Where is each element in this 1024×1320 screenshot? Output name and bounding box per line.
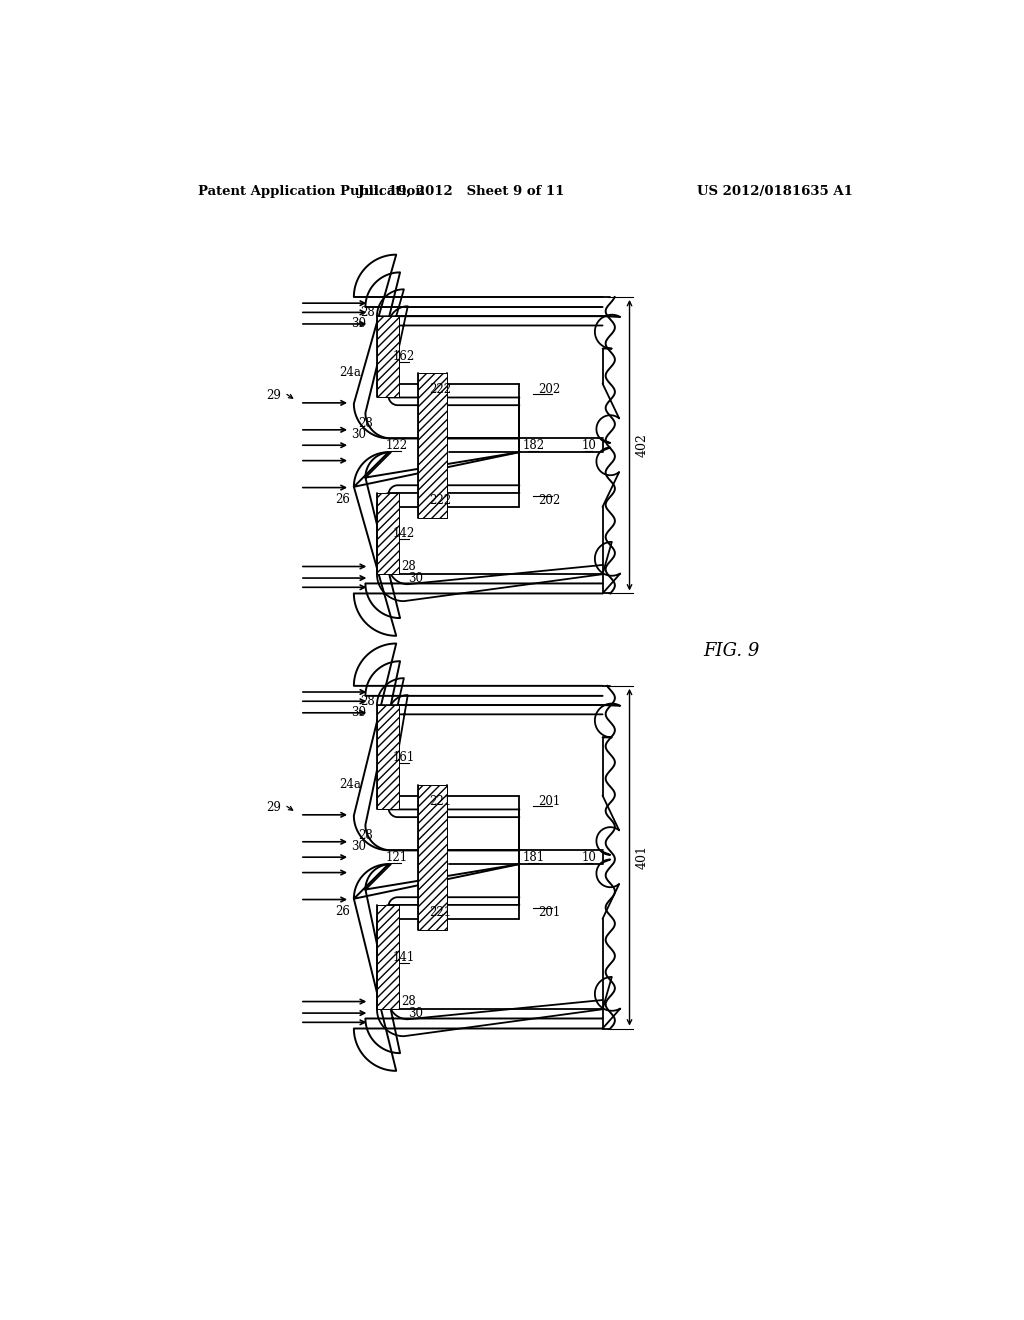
Text: 222: 222: [429, 494, 452, 507]
Text: 28: 28: [358, 417, 373, 430]
Text: 141: 141: [393, 950, 415, 964]
Text: 29: 29: [266, 801, 281, 813]
Text: 222: 222: [429, 383, 452, 396]
Text: 122: 122: [385, 438, 408, 451]
Text: 182: 182: [522, 438, 545, 451]
Text: 24a: 24a: [340, 366, 361, 379]
Text: 221: 221: [429, 906, 452, 919]
Bar: [377, 492, 398, 574]
Text: 10: 10: [582, 438, 596, 451]
Text: 28: 28: [358, 829, 373, 842]
Text: 202: 202: [539, 383, 561, 396]
Text: 28: 28: [400, 560, 416, 573]
Text: 30: 30: [351, 706, 367, 719]
Text: 28: 28: [359, 694, 375, 708]
Text: 24a: 24a: [340, 777, 361, 791]
Text: 162: 162: [393, 350, 415, 363]
Text: 401: 401: [636, 845, 648, 869]
Text: Patent Application Publication: Patent Application Publication: [199, 185, 425, 198]
Text: 201: 201: [539, 795, 561, 808]
Text: 402: 402: [636, 433, 648, 457]
Text: 30: 30: [351, 317, 367, 330]
Text: 29: 29: [266, 388, 281, 401]
Bar: [418, 785, 447, 929]
Text: 181: 181: [522, 850, 545, 863]
Text: 28: 28: [359, 306, 375, 319]
Text: 10: 10: [582, 850, 596, 863]
Bar: [418, 372, 447, 517]
Text: 121: 121: [385, 850, 408, 863]
Text: 202: 202: [539, 494, 561, 507]
Bar: [377, 906, 398, 1010]
Text: 26: 26: [335, 492, 350, 506]
Text: Jul. 19, 2012   Sheet 9 of 11: Jul. 19, 2012 Sheet 9 of 11: [358, 185, 565, 198]
Text: 201: 201: [539, 906, 561, 919]
Text: 30: 30: [351, 840, 367, 853]
Text: US 2012/0181635 A1: US 2012/0181635 A1: [696, 185, 852, 198]
Text: 30: 30: [408, 1007, 423, 1019]
Text: 161: 161: [393, 751, 415, 764]
Text: 142: 142: [393, 527, 415, 540]
Text: 30: 30: [408, 572, 423, 585]
Text: 26: 26: [335, 904, 350, 917]
Bar: [377, 705, 398, 809]
Text: FIG. 9: FIG. 9: [702, 643, 760, 660]
Text: 221: 221: [429, 795, 452, 808]
Text: 30: 30: [351, 428, 367, 441]
Text: 28: 28: [400, 995, 416, 1008]
Bar: [377, 317, 398, 397]
